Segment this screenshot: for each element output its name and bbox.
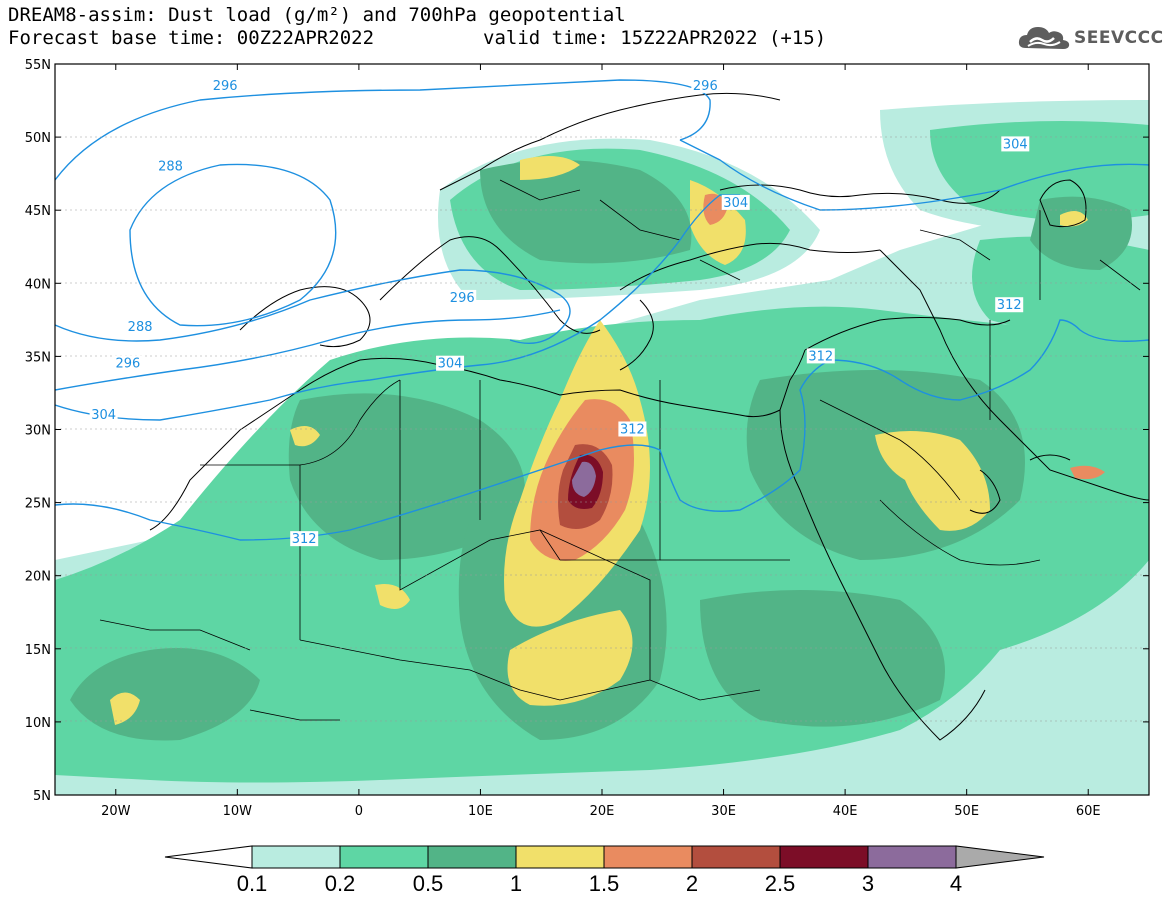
lon-label: 30E bbox=[711, 804, 736, 819]
lat-label: 15N bbox=[25, 643, 51, 658]
contour-label-bg bbox=[89, 406, 118, 422]
contour-label-bg bbox=[290, 531, 319, 547]
lon-label: 0 bbox=[355, 804, 363, 819]
contour-label: 296 bbox=[450, 291, 475, 306]
colorbar-label: 0.5 bbox=[413, 871, 444, 896]
colorbar-under-arrow bbox=[164, 845, 253, 869]
contour-label-bg bbox=[995, 297, 1024, 313]
lat-label: 40N bbox=[25, 277, 51, 292]
contour-label-bg bbox=[806, 348, 835, 364]
contour-label-bg bbox=[126, 319, 155, 335]
contour-label: 304 bbox=[91, 408, 116, 423]
colorbar-segment bbox=[515, 845, 605, 869]
contour-label-bg bbox=[721, 194, 750, 210]
colorbar-segment bbox=[779, 845, 869, 869]
colorbar: 0.1 0.2 0.5 1 1.5 2 2.5 3 4 bbox=[164, 845, 1045, 896]
contour-label: 304 bbox=[438, 357, 463, 372]
colorbar-segment bbox=[427, 845, 517, 869]
lon-label: 10E bbox=[468, 804, 493, 819]
lon-label: 50E bbox=[954, 804, 979, 819]
colorbar-over-arrow bbox=[955, 845, 1045, 869]
base-time: Forecast base time: 00Z22APR2022 bbox=[8, 27, 375, 49]
lat-label: 50N bbox=[25, 131, 51, 146]
country-borders bbox=[99, 179, 1141, 721]
colorbar-segment bbox=[339, 845, 429, 869]
contour-label: 312 bbox=[620, 423, 645, 438]
seevccc-logo: SEEVCCC bbox=[1016, 22, 1163, 58]
contour-label-bg bbox=[618, 421, 647, 437]
colorbar-segment bbox=[691, 845, 781, 869]
lat-label: 45N bbox=[25, 204, 51, 219]
latitude-axis: 55N 50N 45N 40N 35N 30N 25N 20N 15N 10N 5N bbox=[25, 58, 1149, 804]
colorbar-label: 1.5 bbox=[589, 871, 620, 896]
lon-label: 60E bbox=[1076, 804, 1101, 819]
colorbar-label: 0.1 bbox=[237, 871, 268, 896]
lat-label: 10N bbox=[25, 716, 51, 731]
contour-label: 312 bbox=[808, 349, 833, 364]
contour-label-bg bbox=[436, 355, 465, 371]
contour-label: 304 bbox=[723, 196, 748, 211]
contour-label-bg bbox=[691, 77, 720, 93]
colorbar-segment bbox=[603, 845, 693, 869]
lon-label: 20E bbox=[590, 804, 615, 819]
colorbar-label: 4 bbox=[950, 871, 962, 896]
contour-label-bg bbox=[113, 355, 142, 371]
contour-label: 312 bbox=[997, 298, 1022, 313]
geopotential-contours bbox=[55, 79, 1149, 541]
contour-label-bg bbox=[448, 289, 477, 305]
contour-label: 312 bbox=[292, 532, 317, 547]
lon-label: 20W bbox=[101, 804, 131, 819]
map-panel: 296 296 288 304 304 296 288 312 296 304 312 304 312 3… bbox=[55, 64, 1149, 795]
contour-label-bg bbox=[211, 77, 240, 93]
colorbar-label: 2 bbox=[686, 871, 698, 896]
graticule bbox=[55, 136, 1149, 722]
valid-time: valid time: 15Z22APR2022 (+15) bbox=[483, 27, 827, 49]
coastlines bbox=[149, 92, 1149, 741]
contour-label: 296 bbox=[693, 79, 718, 94]
lat-label: 5N bbox=[33, 789, 51, 804]
colorbar-label: 2.5 bbox=[765, 871, 796, 896]
contour-label: 288 bbox=[158, 159, 183, 174]
contour-label: 288 bbox=[128, 320, 153, 335]
colorbar-label: 3 bbox=[862, 871, 874, 896]
lat-label: 20N bbox=[25, 570, 51, 585]
lat-label: 30N bbox=[25, 424, 51, 439]
colorbar-label: 1 bbox=[510, 871, 522, 896]
contour-label: 296 bbox=[213, 79, 238, 94]
map-title: DREAM8-assim: Dust load (g/m²) and 700hP… bbox=[8, 4, 626, 26]
contour-labels: 296 296 288 304 304 296 288 312 296 304 312 304 312 3… bbox=[89, 77, 1030, 547]
lat-label: 35N bbox=[25, 350, 51, 365]
dust-field-max bbox=[572, 461, 596, 497]
lat-label: 25N bbox=[25, 497, 51, 512]
longitude-axis: 20W 10W 0 10E 20E 30E 40E 50E 60E bbox=[101, 64, 1101, 819]
lon-label: 40E bbox=[833, 804, 858, 819]
contour-label-bg bbox=[156, 158, 185, 174]
contour-label: 296 bbox=[116, 357, 141, 372]
lon-label: 10W bbox=[223, 804, 253, 819]
lat-label: 55N bbox=[25, 58, 51, 73]
contour-label: 304 bbox=[1003, 137, 1028, 152]
colorbar-segment bbox=[251, 845, 341, 869]
logo-text: SEEVCCC bbox=[1074, 28, 1164, 48]
colorbar-segment bbox=[867, 845, 957, 869]
contour-label-bg bbox=[1001, 136, 1030, 152]
cloud-icon bbox=[1018, 27, 1070, 49]
colorbar-label: 0.2 bbox=[325, 871, 356, 896]
